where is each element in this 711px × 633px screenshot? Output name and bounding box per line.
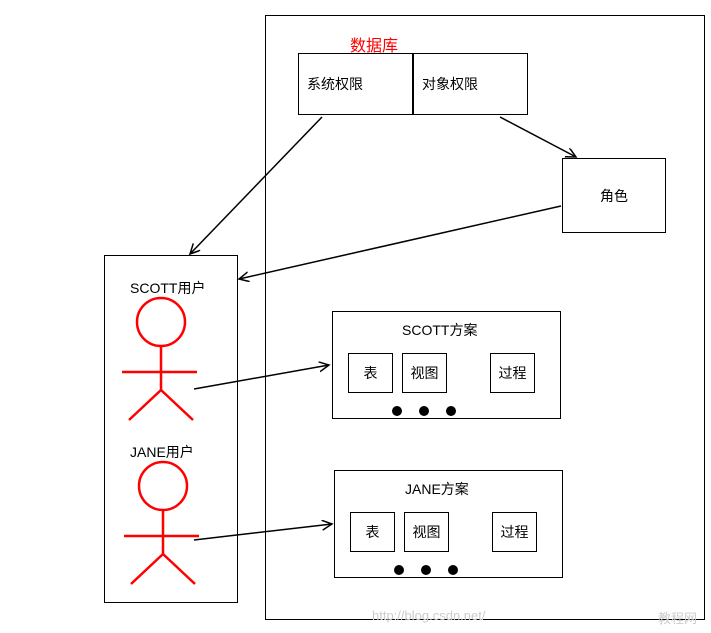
- jane-proc-label: 过程: [501, 522, 529, 542]
- jane-table-box: 表: [350, 512, 395, 552]
- jane-view-label: 视图: [413, 522, 441, 542]
- scott-table-label: 表: [364, 363, 378, 383]
- scott-view-box: 视图: [402, 353, 447, 393]
- ellipsis-dot: [421, 565, 431, 575]
- scott-user-icon: [119, 295, 214, 425]
- scott-table-box: 表: [348, 353, 393, 393]
- role-label: 角色: [600, 186, 628, 206]
- jane-proc-box: 过程: [492, 512, 537, 552]
- ellipsis-dot: [446, 406, 456, 416]
- ellipsis-dot: [448, 565, 458, 575]
- role-box: 角色: [562, 158, 666, 233]
- watermark-url: http://blog.csdn.net/: [372, 608, 485, 623]
- jane-view-box: 视图: [404, 512, 449, 552]
- obj-perm-box: 对象权限: [413, 53, 528, 115]
- obj-perm-label: 对象权限: [422, 74, 478, 94]
- jane-user-icon: [121, 459, 216, 589]
- sys-perm-box: 系统权限: [298, 53, 413, 115]
- ellipsis-dot: [394, 565, 404, 575]
- jane-table-label: 表: [366, 522, 380, 542]
- scott-proc-label: 过程: [499, 363, 527, 383]
- scott-view-label: 视图: [411, 363, 439, 383]
- ellipsis-dot: [392, 406, 402, 416]
- scott-proc-box: 过程: [490, 353, 535, 393]
- sys-perm-label: 系统权限: [307, 74, 363, 94]
- ellipsis-dot: [419, 406, 429, 416]
- jane-schema-title: JANE方案: [405, 479, 469, 499]
- scott-schema-title: SCOTT方案: [402, 320, 477, 340]
- watermark-site: 教程网: [658, 608, 697, 627]
